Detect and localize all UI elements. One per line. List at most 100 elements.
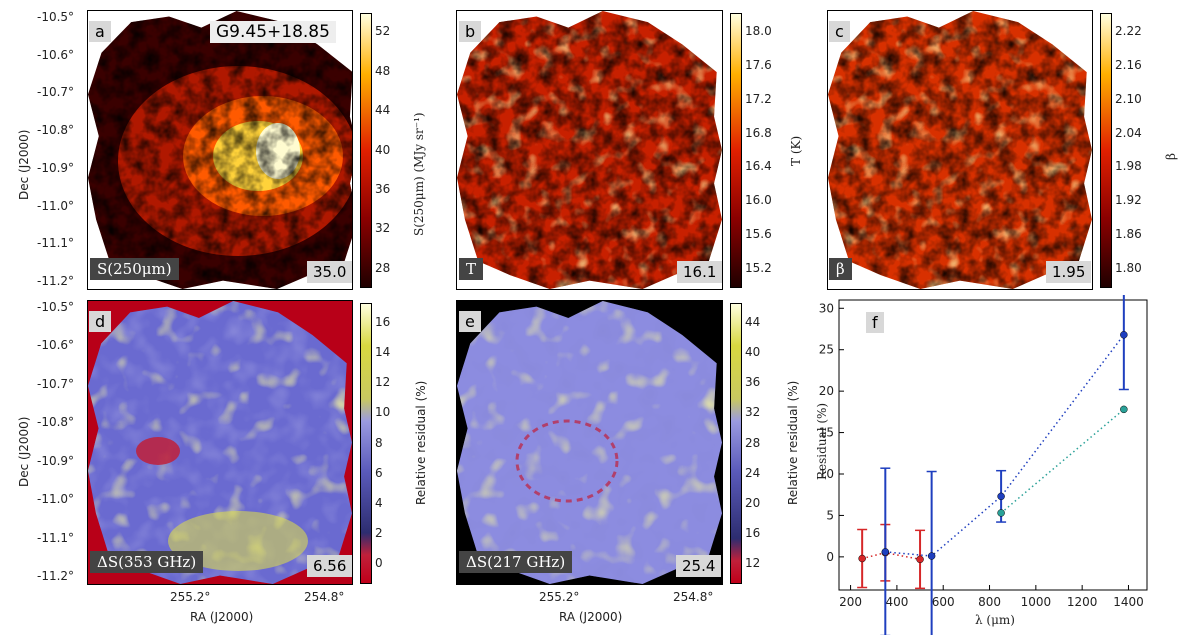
dec-axis-label-top: Dec (J2000)	[17, 129, 31, 200]
y-tick-label: 20	[819, 384, 834, 398]
colorbar-b-tick: 16.8	[745, 125, 772, 140]
colorbar-e-tick: 20	[745, 495, 761, 510]
colorbar-c-tick: 2.04	[1115, 125, 1142, 140]
series-2-point	[1120, 405, 1128, 414]
colorbar-a-tick: 44	[375, 103, 391, 118]
colorbar-a-tick: 40	[375, 142, 391, 157]
colorbar-a	[360, 13, 372, 288]
y-tick-label: 5	[826, 508, 834, 522]
dec-tick-label: -10.9°	[37, 453, 75, 468]
colorbar-a-tick: 52	[375, 24, 391, 39]
colorbar-e-tick: 24	[745, 465, 761, 480]
colorbar-d-tick: 8	[375, 435, 383, 450]
ra-tick-label: 254.8°	[304, 590, 345, 604]
colorbar-b-tick: 16.4	[745, 159, 772, 174]
colorbar-e-tick: 44	[745, 314, 761, 329]
colorbar-b-tick: 15.6	[745, 226, 772, 241]
dec-tick-label: -11.0°	[37, 492, 75, 507]
colorbar-b-tick: 16.0	[745, 193, 772, 208]
series-1-point	[1120, 331, 1128, 339]
colorbar-a-tick: 36	[375, 181, 391, 196]
colorbar-d-tick: 10	[375, 405, 391, 420]
colorbar-d-tick: 6	[375, 465, 383, 480]
colorbar-d-tick: 14	[375, 344, 391, 359]
x-tick-label: 1200	[1067, 595, 1098, 609]
dec-tick-label: -10.8°	[37, 123, 75, 138]
colorbar-b-tick: 17.6	[745, 58, 772, 73]
colorbar-d-tick: 0	[375, 556, 383, 571]
colorbar-b-label: T (K)	[789, 135, 803, 166]
colorbar-c-label: β	[1164, 153, 1178, 160]
map-a-image	[88, 11, 358, 289]
colorbar-c-tick: 2.16	[1115, 58, 1142, 73]
dec-tick-label: -11.2°	[37, 569, 75, 583]
colorbar-c-tick: 1.86	[1115, 226, 1142, 241]
series-2-point	[997, 509, 1005, 517]
series-1-point	[997, 492, 1005, 501]
dec-tick-label: -10.5°	[37, 300, 75, 314]
colorbar-e-tick: 16	[745, 526, 761, 541]
x-tick-label: 400	[885, 595, 908, 609]
y-tick-label: 25	[819, 343, 834, 357]
colorbar-b-tick: 15.2	[745, 260, 772, 275]
dec-tick-label: -11.2°	[37, 274, 75, 288]
map-b	[456, 10, 723, 290]
ra-axis-label: RA (J2000)	[559, 610, 623, 624]
panel-e-letter: e	[459, 311, 481, 332]
panel-c-letter: c	[829, 21, 850, 42]
colorbar-e	[730, 303, 742, 584]
dec-tick-label: -10.9°	[37, 160, 75, 175]
panel-d-value: 6.56	[307, 555, 353, 577]
colorbar-d-tick: 12	[375, 375, 391, 390]
series-0-point	[916, 555, 924, 564]
map-b-image	[457, 11, 722, 289]
panel-a-label: S(250μm)	[90, 258, 179, 280]
colorbar-b-tick: 17.2	[745, 91, 772, 106]
series-1-line	[885, 334, 1125, 557]
colorbar-a-tick: 48	[375, 63, 391, 78]
dec-tick-label: -10.5°	[37, 10, 75, 24]
dec-axis-label-bottom: Dec (J2000)	[17, 416, 31, 487]
chart-plot-area	[838, 299, 1148, 591]
panel-a-value: 35.0	[307, 261, 353, 283]
colorbar-c-tick: 2.10	[1115, 91, 1142, 106]
colorbar-a-tick: 28	[375, 260, 391, 275]
x-tick-label: 200	[839, 595, 862, 609]
colorbar-e-tick: 32	[745, 405, 761, 420]
y-tick-label: 0	[826, 550, 834, 564]
x-tick-label: 1400	[1113, 595, 1144, 609]
x-tick-label: 800	[978, 595, 1001, 609]
panel-c-value: 1.95	[1046, 261, 1092, 283]
panel-d-letter: d	[89, 311, 112, 332]
dec-tick-label: -11.1°	[37, 236, 75, 251]
ra-tick-label: 254.8°	[673, 590, 714, 604]
colorbar-d-tick: 2	[375, 526, 383, 541]
map-a	[87, 10, 358, 290]
colorbar-e-tick: 12	[745, 556, 761, 571]
colorbar-a-label: S(250μm) (MJy sr⁻¹)	[412, 112, 426, 236]
panel-a-title: G9.45+18.85	[210, 21, 336, 43]
dec-tick-label: -10.8°	[37, 415, 75, 430]
colorbar-b	[730, 13, 742, 288]
chart-x-label: λ (μm)	[975, 613, 1015, 627]
colorbar-e-tick: 40	[745, 344, 761, 359]
colorbar-e-label: Relative residual (%)	[786, 380, 800, 505]
residual-chart: 200 400 600 800 1000 1200 1400 0 5 10 15 20 25 30	[819, 295, 1148, 635]
x-tick-label: 600	[932, 595, 955, 609]
map-c	[827, 10, 1093, 290]
panel-f-letter: f	[866, 312, 884, 333]
series-1-point	[881, 548, 890, 556]
panel-d-label: ΔS(353 GHz)	[90, 551, 204, 573]
ra-axis-label: RA (J2000)	[190, 610, 254, 624]
panel-b-letter: b	[459, 21, 482, 42]
map-d-image	[88, 301, 352, 584]
colorbar-d-tick: 16	[375, 314, 391, 329]
y-tick-label: 10	[819, 467, 834, 481]
y-tick-label: 15	[819, 426, 834, 440]
series-0-point	[858, 554, 866, 563]
chart-y-label: Residual (%)	[815, 402, 829, 480]
colorbar-c-tick: 1.98	[1115, 159, 1142, 174]
dec-tick-label: -10.6°	[37, 338, 75, 353]
ra-tick-label: 255.2°	[539, 590, 580, 604]
dec-tick-label: -11.1°	[37, 530, 75, 545]
